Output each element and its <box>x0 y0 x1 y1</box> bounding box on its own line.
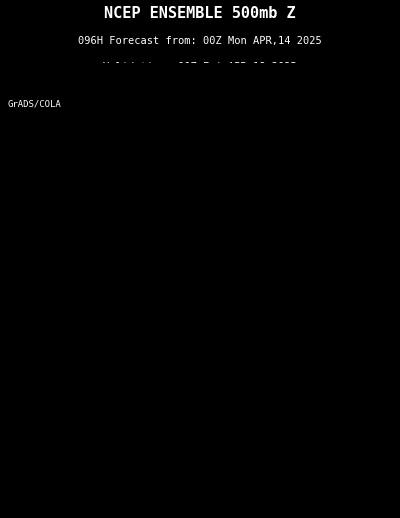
Text: 5580m: 5580m <box>44 84 71 93</box>
Text: 00z Runs:(21): 00z Runs:(21) <box>4 67 74 77</box>
Text: Valid time: 00Z Fri APR,18 2025: Valid time: 00Z Fri APR,18 2025 <box>103 62 297 73</box>
Text: Cntrl 00z: Cntrl 00z <box>200 84 248 93</box>
Text: 12z Runs:(21): 12z Runs:(21) <box>326 67 396 77</box>
Text: 096H Forecast from: 00Z Mon APR,14 2025: 096H Forecast from: 00Z Mon APR,14 2025 <box>78 36 322 46</box>
Text: NCEP ENSEMBLE 500mb Z: NCEP ENSEMBLE 500mb Z <box>104 6 296 21</box>
Text: Cntrl 12z: Cntrl 12z <box>272 84 320 93</box>
Text: 5760m: 5760m <box>120 84 147 93</box>
Text: GrADS/COLA: GrADS/COLA <box>8 99 62 108</box>
Text: CLIM: CLIM <box>344 84 366 93</box>
